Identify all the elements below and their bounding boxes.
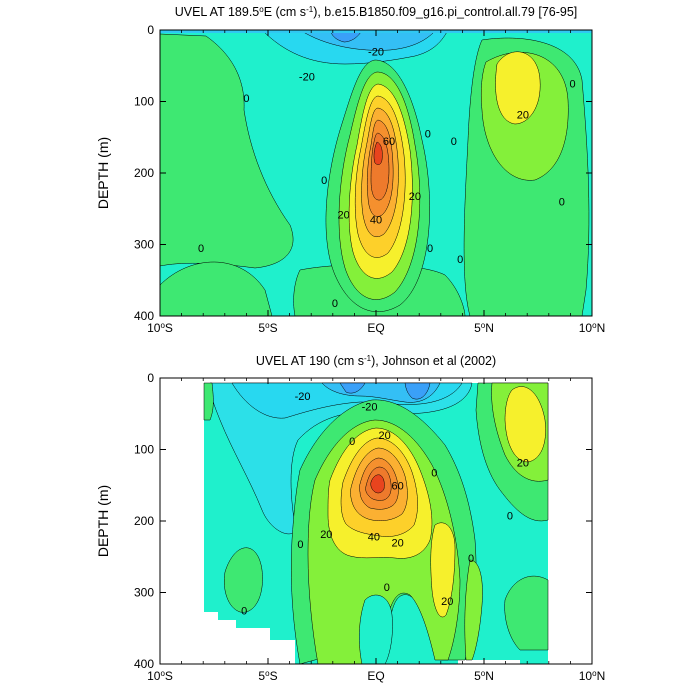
x-tick-label: 5oN <box>474 321 494 336</box>
panel1-contour-fill <box>160 30 592 316</box>
panel2-x-ticks: 10oS 5oS EQ 5oN 10oN <box>147 378 605 683</box>
panel2-red <box>370 474 385 494</box>
contour-label: 20 <box>337 209 349 221</box>
x-tick-label: EQ <box>367 321 384 335</box>
y-tick-label: 300 <box>134 586 154 600</box>
contour-label: 20 <box>441 596 453 608</box>
contour-label: 0 <box>384 582 390 594</box>
x-tick-label: 5oS <box>258 321 277 336</box>
panel1-green-bottomleft <box>160 261 273 316</box>
panel1-ylabel: DEPTH (m) <box>95 137 111 209</box>
panel1-contour-labels: -20 -20 0 0 0 0 60 0 20 40 20 20 0 0 0 0 0 <box>198 46 576 310</box>
panel-observed: UVEL AT 190 (cm s-1), Johnson et al (200… <box>95 354 605 684</box>
contour-label: 0 <box>297 539 303 551</box>
contour-label: 0 <box>332 298 338 310</box>
contour-label: 0 <box>427 243 433 255</box>
x-tick-label: 5oS <box>258 669 277 684</box>
contour-label: 20 <box>379 430 391 442</box>
x-tick-label: 10oS <box>147 669 173 684</box>
panel2-cyan-wide <box>209 382 473 535</box>
contour-label: 0 <box>451 136 457 148</box>
contour-label: 0 <box>243 93 249 105</box>
x-tick-label: EQ <box>367 669 384 683</box>
panel2-title: UVEL AT 190 (cm s-1), Johnson et al (200… <box>256 354 496 369</box>
panel2-contour-labels: -20 -20 0 20 0 20 60 20 40 20 0 0 0 0 20 0 <box>241 391 529 618</box>
panel2-lime-rightstrip <box>464 559 483 661</box>
y-tick-label: 300 <box>134 238 154 252</box>
panel2-yellow-right <box>504 386 546 463</box>
contour-label: 0 <box>241 605 247 617</box>
contour-label: 0 <box>425 129 431 141</box>
contour-label: 0 <box>321 175 327 187</box>
contour-label: 20 <box>517 109 529 121</box>
contour-label: 0 <box>507 510 513 522</box>
panel2-yellow-stripe <box>430 522 456 618</box>
x-tick-label: 10oN <box>579 669 605 684</box>
contour-label: 60 <box>391 480 403 492</box>
contour-label: 40 <box>368 532 380 544</box>
contour-label: 0 <box>431 467 437 479</box>
contour-label: 40 <box>370 214 382 226</box>
panel2-contour-fill <box>203 382 549 664</box>
contour-label: -20 <box>295 391 311 403</box>
contour-label: 20 <box>391 537 403 549</box>
y-tick-label: 100 <box>134 95 154 109</box>
contour-label: 0 <box>198 243 204 255</box>
panel1-title: UVEL AT 189.5oE (cm s-1), b.e15.B1850.f0… <box>175 5 578 20</box>
panel2-blue-core2 <box>404 382 431 400</box>
y-tick-label: 200 <box>134 166 154 180</box>
x-tick-label: 5oN <box>474 669 494 684</box>
panel2-cyan-bottom <box>359 594 393 664</box>
contour-label: 20 <box>517 457 529 469</box>
panel1-x-ticks: 10oS 5oS EQ 5oN 10oN <box>147 30 605 335</box>
contour-label: 20 <box>409 191 421 203</box>
panel2-blue-core <box>339 382 366 394</box>
contour-label: 20 <box>320 529 332 541</box>
contour-label: 60 <box>383 136 395 148</box>
y-tick-label: 400 <box>134 657 154 671</box>
x-tick-label: 10oS <box>147 321 173 336</box>
contour-label: 0 <box>457 254 463 266</box>
y-tick-label: 200 <box>134 514 154 528</box>
contour-label: 0 <box>468 553 474 565</box>
panel1-yellow-right <box>495 51 541 125</box>
y-tick-label: 100 <box>134 443 154 457</box>
contour-label: -20 <box>299 71 315 83</box>
panel1-euc-red <box>373 141 383 165</box>
panel2-ylabel: DEPTH (m) <box>95 485 111 557</box>
x-tick-label: 10oN <box>579 321 605 336</box>
y-tick-label: 0 <box>147 23 154 37</box>
contour-label: 0 <box>349 436 355 448</box>
panel2-green-leftblob <box>224 547 263 613</box>
panel2-green-rightbottom <box>504 575 549 651</box>
contour-label: 0 <box>569 79 575 91</box>
panel2-green-leftstrip <box>203 382 214 421</box>
contour-label: -20 <box>362 402 378 414</box>
contour-label: 0 <box>559 197 565 209</box>
y-tick-label: 400 <box>134 309 154 323</box>
panel-model: UVEL AT 189.5oE (cm s-1), b.e15.B1850.f0… <box>95 5 605 336</box>
y-tick-label: 0 <box>147 371 154 385</box>
contour-label: -20 <box>368 46 384 58</box>
